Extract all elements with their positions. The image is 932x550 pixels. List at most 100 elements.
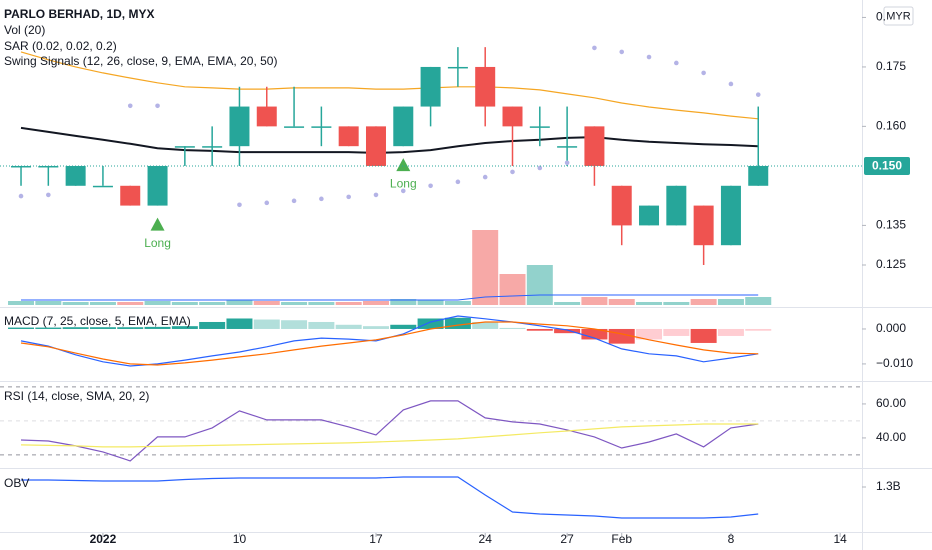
indicator-line [21, 476, 759, 519]
candle-body [557, 146, 578, 148]
currency-box [883, 6, 914, 26]
sar-dot [18, 193, 24, 199]
volume-bar [472, 230, 499, 305]
indicator-line [21, 294, 759, 301]
macd-histogram-bar [226, 318, 253, 329]
indicator-line [20, 126, 759, 154]
x-tick-label: 2022 [90, 532, 117, 546]
macd-histogram-bar [253, 319, 280, 329]
candle-body [475, 66, 496, 107]
y-tick-label: 0.160 [876, 119, 906, 133]
macd-histogram-bar [581, 328, 608, 340]
sar-dot [373, 192, 379, 198]
legend-volume: Vol (20) [4, 23, 45, 37]
volume-bar [417, 300, 444, 305]
indicator-line [20, 423, 759, 448]
volume-bar [199, 302, 226, 305]
volume-bar [444, 301, 471, 305]
sar-dot [510, 169, 515, 175]
indicator-line [20, 321, 759, 366]
y-tick-label: 40.00 [876, 430, 906, 444]
macd-histogram-bar [499, 327, 526, 329]
candle-body [365, 126, 386, 166]
sar-dot [237, 202, 242, 208]
candle-body [393, 106, 414, 147]
volume-bar [362, 301, 389, 305]
macd-histogram-bar [171, 326, 198, 329]
x-tick-label: 10 [233, 532, 247, 546]
candle-body [38, 165, 59, 168]
volume-bar [62, 302, 89, 305]
volume-bar [690, 299, 717, 305]
y-tick-label: −0.010 [876, 356, 913, 370]
macd-histogram-bar [35, 327, 62, 329]
y-tick-label: 60.00 [876, 396, 906, 410]
legend-rsi: RSI (14, close, SMA, 20, 2) [4, 389, 149, 403]
sar-dot [155, 103, 160, 109]
candle-body [11, 165, 32, 168]
candle-body [174, 146, 195, 148]
volume-bar [89, 302, 116, 305]
macd-histogram-bar [745, 328, 772, 331]
sar-dot [400, 188, 406, 194]
sar-dot [482, 174, 488, 180]
sar-dot [755, 92, 761, 97]
macd-histogram-bar [663, 328, 690, 336]
candle-body [529, 126, 550, 128]
macd-histogram-bar [417, 318, 444, 329]
volume-bar [335, 302, 362, 305]
indicator-line [20, 51, 759, 120]
sar-dot [428, 183, 433, 189]
volume-bar [526, 265, 553, 305]
candle-body [420, 66, 441, 107]
volume-bar [581, 297, 608, 305]
candle-body [611, 185, 632, 226]
sar-dot [619, 49, 625, 55]
volume-bar [226, 300, 253, 305]
x-tick-label: 27 [560, 532, 574, 546]
plot: Long Long [0, 16, 866, 537]
volume-bar [636, 302, 663, 305]
macd-histogram-bar [444, 317, 471, 329]
macd-histogram-bar [62, 327, 89, 329]
sar-dot [592, 45, 597, 51]
legend-obv: OBV [4, 476, 29, 490]
volume-bar [499, 274, 526, 305]
macd-histogram-bar [89, 327, 116, 329]
candle-body [147, 165, 168, 206]
volume-bar [117, 302, 144, 305]
sar-dot [319, 196, 324, 202]
volume-bar [308, 302, 335, 305]
signal-label: Long [390, 176, 417, 190]
sar-dot [127, 103, 133, 109]
candle-body [284, 126, 305, 128]
macd-histogram-bar [8, 327, 35, 329]
candle-body [92, 185, 113, 188]
macd-histogram-bar [199, 321, 226, 329]
macd-histogram-bar [472, 321, 499, 329]
last-price-label: 0.150 [872, 159, 902, 173]
y-tick-label: 0. [876, 10, 886, 24]
candle-body [256, 106, 277, 127]
volume-bar [8, 301, 35, 305]
volume-bar [144, 301, 171, 305]
y-tick-label: 0.175 [876, 59, 906, 73]
candle-body [120, 185, 141, 206]
y-tick-label: 1.3B [876, 479, 901, 493]
volume-bar [745, 297, 772, 305]
candle-body [229, 106, 250, 147]
macd-histogram-bar [362, 326, 389, 329]
y-tick-label: 0.000 [876, 321, 906, 335]
candle-body [584, 126, 605, 166]
y-tick-label: 0.135 [876, 218, 906, 232]
legend-macd: MACD (7, 25, close, 5, EMA, EMA) [4, 314, 191, 328]
volume-bar [390, 299, 417, 305]
candle-body [720, 185, 741, 246]
volume-bar [663, 302, 690, 305]
volume-bar [281, 302, 308, 305]
candle-body [65, 165, 86, 186]
legend-sar: SAR (0.02, 0.02, 0.2) [4, 39, 117, 53]
sar-dot [564, 160, 570, 166]
macd-histogram-bar [690, 328, 717, 343]
